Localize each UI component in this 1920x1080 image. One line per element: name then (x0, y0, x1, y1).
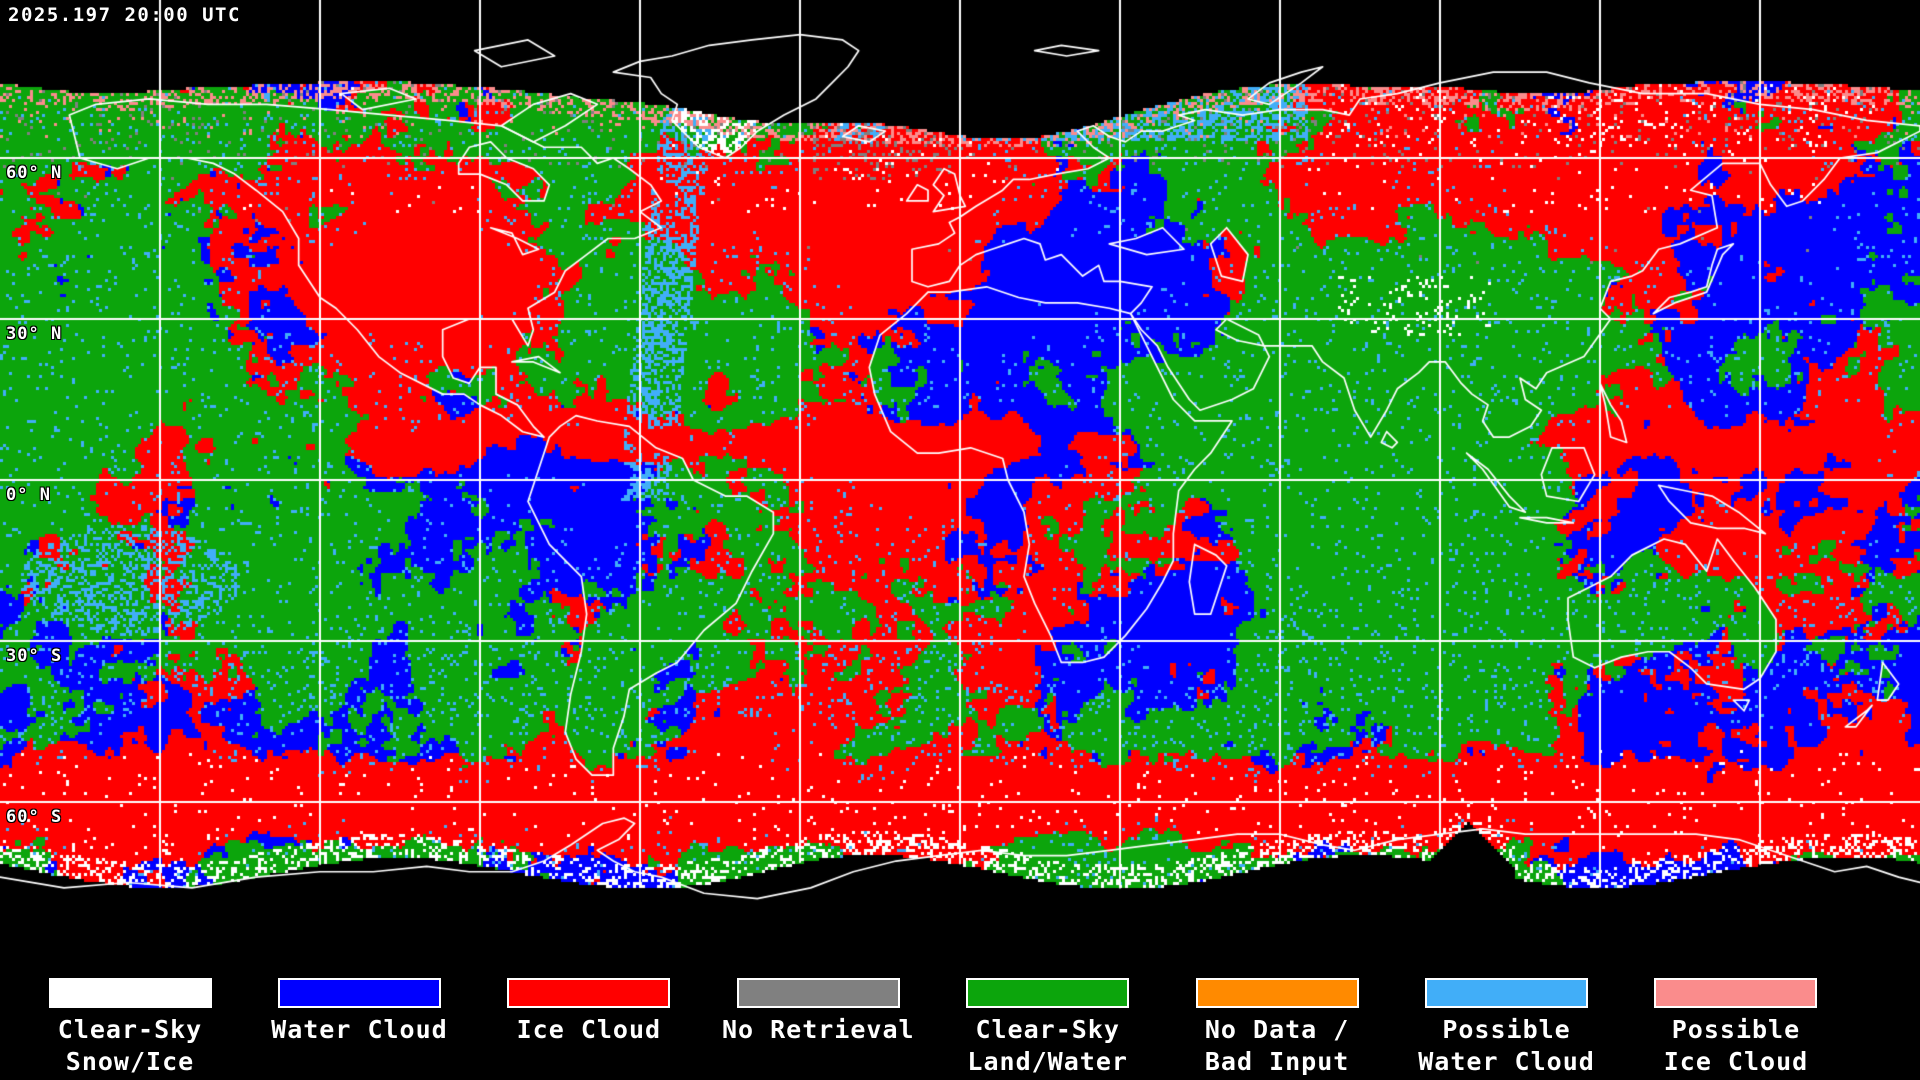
legend-item-water-cloud: Water Cloud (271, 963, 448, 1080)
legend-label-line2: Snow/Ice (65, 1047, 195, 1076)
legend-label: No Retrieval (722, 1014, 915, 1046)
legend-item-clear-sky-snow-ice: Clear-Sky Snow/Ice (44, 963, 216, 1080)
legend-swatch-no-data-bad-input (1195, 978, 1359, 1008)
cloud-classification-map (0, 0, 1920, 963)
legend-label-line1: Water Cloud (271, 1015, 448, 1044)
legend-label: Ice Cloud (517, 1014, 661, 1046)
legend-swatch-clear-sky-land-water (966, 978, 1130, 1008)
legend-item-ice-cloud: Ice Cloud (503, 963, 675, 1080)
legend-label-line1: Possible (1442, 1015, 1571, 1044)
lat-label-60s: 60° S (6, 807, 63, 827)
legend-label-line1: Clear-Sky (57, 1015, 203, 1044)
legend-item-no-data-bad-input: No Data / Bad Input (1191, 963, 1363, 1080)
lat-label-30s: 30° S (6, 646, 63, 666)
legend-swatch-ice-cloud (507, 978, 671, 1008)
legend-label-line2: Water Cloud (1418, 1047, 1595, 1076)
legend-swatch-possible-water-cloud (1425, 978, 1589, 1008)
legend-item-possible-water-cloud: Possible Water Cloud (1418, 963, 1595, 1080)
legend-label-line1: No Retrieval (721, 1015, 915, 1044)
legend-swatch-clear-sky-snow-ice (48, 978, 212, 1008)
timestamp-label: 2025.197 20:00 UTC (8, 4, 241, 26)
legend-label: No Data / Bad Input (1205, 1014, 1349, 1078)
legend-item-clear-sky-land-water: Clear-Sky Land/Water (962, 963, 1134, 1080)
legend-label-line1: Ice Cloud (516, 1015, 662, 1044)
lat-label-30n: 30° N (6, 324, 63, 344)
legend-label: Possible Ice Cloud (1664, 1014, 1808, 1078)
legend-label-line1: Clear-Sky (975, 1015, 1120, 1044)
legend-label-line2: Ice Cloud (1663, 1047, 1809, 1076)
legend-item-no-retrieval: No Retrieval (722, 963, 914, 1080)
legend-label: Clear-Sky Snow/Ice (58, 1014, 202, 1078)
legend-label-line1: Possible (1671, 1015, 1801, 1044)
legend-label-line2: Land/Water (967, 1047, 1128, 1076)
lat-label-0n: 0° N (6, 485, 51, 505)
legend-label: Possible Water Cloud (1418, 1014, 1595, 1078)
legend-item-possible-ice-cloud: Possible Ice Cloud (1650, 963, 1822, 1080)
legend-label-line2: Bad Input (1204, 1047, 1350, 1076)
legend-swatch-possible-ice-cloud (1654, 978, 1818, 1008)
legend-label-line1: No Data / (1204, 1015, 1350, 1044)
legend-label: Clear-Sky Land/Water (967, 1014, 1128, 1078)
legend-swatch-water-cloud (277, 978, 441, 1008)
legend-label: Water Cloud (271, 1014, 448, 1046)
legend-bar: Clear-Sky Snow/Ice Water Cloud Ice Cloud… (0, 963, 1920, 1080)
lat-label-60n: 60° N (6, 163, 63, 183)
legend-swatch-no-retrieval (736, 978, 900, 1008)
